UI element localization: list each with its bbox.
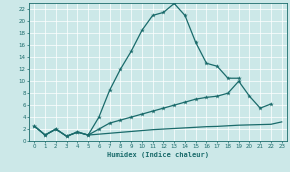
X-axis label: Humidex (Indice chaleur): Humidex (Indice chaleur) <box>107 151 209 158</box>
